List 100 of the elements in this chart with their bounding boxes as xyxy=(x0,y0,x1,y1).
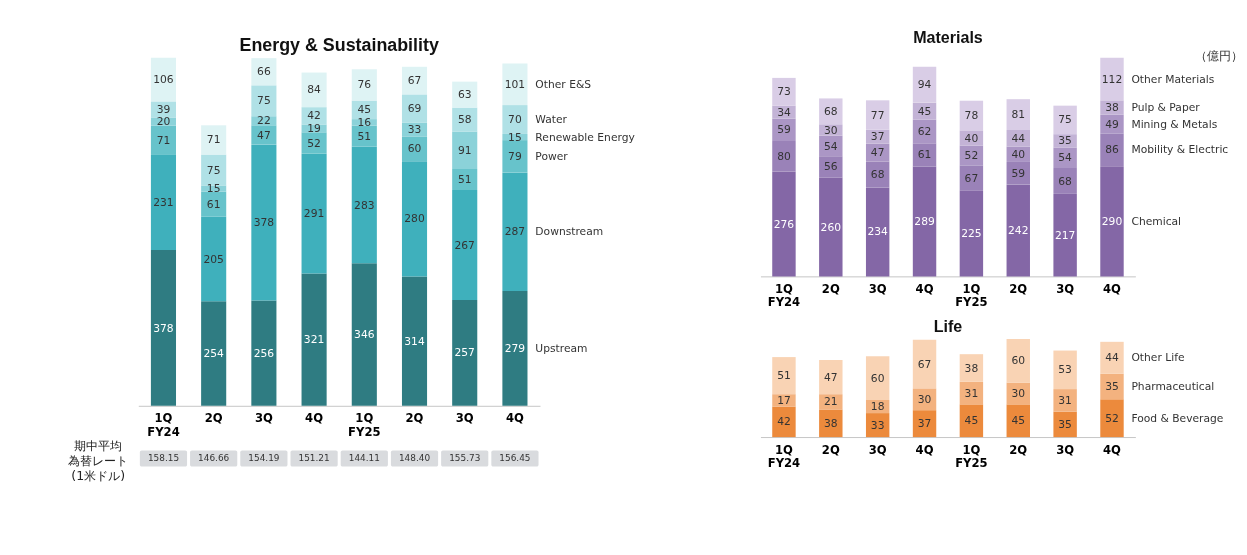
bar xyxy=(251,125,277,145)
data-label: 78 xyxy=(964,109,979,123)
bar xyxy=(251,144,277,301)
bar xyxy=(1100,166,1124,277)
data-label: 49 xyxy=(1105,117,1119,131)
data-label: 86 xyxy=(1105,143,1119,157)
x-tick-label: 3Q xyxy=(254,411,273,426)
x-tick-label: 2Q xyxy=(821,442,840,457)
chart-title: Materials xyxy=(913,28,983,47)
bar xyxy=(772,394,796,407)
data-label: 52 xyxy=(307,136,321,150)
bar xyxy=(1100,341,1124,374)
data-label: 38 xyxy=(824,416,838,430)
series-label: Mining & Metals xyxy=(1131,117,1218,131)
text: 151.21 xyxy=(298,453,330,464)
bar xyxy=(1053,168,1077,194)
bar xyxy=(772,171,796,277)
bar xyxy=(251,300,277,406)
text: 146.66 xyxy=(198,453,230,464)
bar xyxy=(301,132,327,154)
x-tick-label: 2Q xyxy=(1009,281,1028,296)
data-label: 67 xyxy=(964,171,979,185)
data-label: 70 xyxy=(508,113,522,127)
x-tick-label: 1Q FY25 xyxy=(955,442,988,470)
bar xyxy=(959,190,984,277)
bar xyxy=(351,146,377,264)
series-label: Pharmaceutical xyxy=(1131,380,1215,394)
chart-title: Energy & Sustainability xyxy=(239,34,439,55)
data-label: 280 xyxy=(404,212,425,226)
x-tick-label: 3Q xyxy=(868,281,887,296)
data-label: 257 xyxy=(454,346,475,360)
bar xyxy=(201,301,227,406)
x-tick-label: 2Q xyxy=(821,281,840,296)
x-tick-label: 1Q FY25 xyxy=(348,411,381,439)
bar xyxy=(819,156,843,178)
bar xyxy=(401,94,428,123)
data-label: 54 xyxy=(824,139,838,153)
data-label: 45 xyxy=(357,103,372,117)
text: 期中平均 xyxy=(74,437,123,453)
data-label: 77 xyxy=(870,108,885,122)
text: 為替レート xyxy=(68,452,129,468)
data-label: 22 xyxy=(257,114,271,128)
data-label: 217 xyxy=(1054,228,1076,242)
bar xyxy=(150,125,177,155)
bar xyxy=(912,166,937,277)
bar xyxy=(502,290,528,406)
data-label: 40 xyxy=(1011,147,1026,161)
data-label: 44 xyxy=(1011,131,1026,145)
bar xyxy=(819,177,843,277)
x-tick-label: 4Q xyxy=(305,411,324,426)
bar xyxy=(959,404,984,438)
bar xyxy=(1100,399,1124,438)
data-label: 68 xyxy=(870,168,885,182)
data-label: 279 xyxy=(504,341,526,355)
series-label: Downstream xyxy=(535,225,604,239)
bar xyxy=(251,85,277,117)
data-label: 58 xyxy=(457,113,472,127)
data-label: 225 xyxy=(961,227,982,241)
data-label: 16 xyxy=(357,115,372,129)
data-label: 47 xyxy=(824,370,838,384)
data-label: 21 xyxy=(824,395,838,409)
bar xyxy=(865,100,890,130)
data-label: 106 xyxy=(153,73,174,87)
data-label: 39 xyxy=(156,103,171,116)
data-label: 37 xyxy=(870,130,885,144)
data-label: 31 xyxy=(1058,393,1072,407)
data-label: 242 xyxy=(1008,223,1029,237)
bar xyxy=(1053,105,1077,135)
data-label: 75 xyxy=(206,163,221,177)
data-label: 231 xyxy=(153,196,174,210)
data-label: 38 xyxy=(1105,101,1119,115)
bar xyxy=(502,105,528,134)
data-label: 51 xyxy=(457,173,472,187)
data-label: 283 xyxy=(354,198,375,212)
data-label: 18 xyxy=(870,400,885,414)
data-label: 63 xyxy=(457,88,472,102)
x-tick-label: 4Q xyxy=(915,442,934,457)
data-label: 51 xyxy=(777,369,791,383)
bar xyxy=(865,187,890,277)
bar xyxy=(819,409,843,438)
data-label: 45 xyxy=(964,414,979,428)
data-label: 40 xyxy=(964,131,979,145)
bar xyxy=(150,154,177,251)
x-tick-label: 3Q xyxy=(1056,442,1075,457)
data-label: 60 xyxy=(1011,354,1026,368)
bar xyxy=(452,131,478,169)
data-label: 35 xyxy=(1105,380,1119,394)
bar xyxy=(1053,389,1077,412)
bar xyxy=(865,356,890,400)
data-label: 256 xyxy=(253,346,275,360)
data-label: 33 xyxy=(407,123,422,137)
series-label: Water xyxy=(535,113,568,127)
data-label: 30 xyxy=(1011,387,1026,401)
bar xyxy=(401,161,428,277)
bar xyxy=(502,172,528,291)
data-label: 61 xyxy=(206,197,221,211)
text: (1米ドル) xyxy=(71,467,126,483)
x-tick-label: 4Q xyxy=(505,411,525,426)
data-label: 205 xyxy=(203,252,224,266)
data-label: 33 xyxy=(870,418,885,432)
